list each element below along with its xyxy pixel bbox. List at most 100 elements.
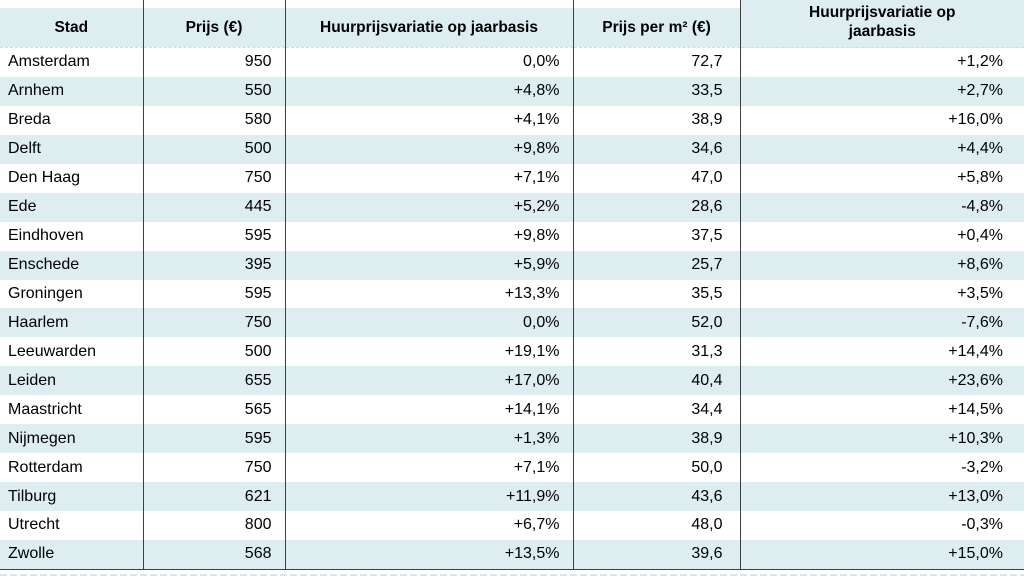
price-cell: 565 bbox=[143, 395, 286, 425]
table-row: Arnhem 550 +4,8% 33,5 +2,7% bbox=[0, 76, 1024, 106]
price-cell: 750 bbox=[143, 163, 286, 193]
price-per-m2-cell: 39,6 bbox=[573, 539, 741, 570]
city-cell: Tilburg bbox=[0, 482, 144, 511]
yearly-variation-2-cell: +14,5% bbox=[948, 400, 1003, 418]
column-header-prijs-per-m2: Prijs per m² (€) bbox=[573, 0, 741, 48]
table-row: Delft 500 +9,8% 34,6 +4,4% bbox=[0, 134, 1024, 164]
table-row: Utrecht 800 +6,7% 48,0 -0,3% bbox=[0, 511, 1024, 540]
yearly-variation-2-cell: +15,0% bbox=[740, 539, 1024, 570]
price-per-m2-cell: 35,5 bbox=[573, 279, 741, 309]
price-cell: 568 bbox=[143, 539, 286, 570]
yearly-variation-cell: +13,3% bbox=[285, 279, 574, 309]
city-cell: Nijmegen bbox=[0, 424, 144, 454]
yearly-variation-2-cell: +1,2% bbox=[957, 53, 1003, 71]
city-cell: Leiden bbox=[0, 366, 144, 396]
table-row: Eindhoven 595 +9,8% 37,5 +0,4% bbox=[0, 221, 1024, 251]
yearly-variation-2-cell: +8,6% bbox=[957, 256, 1003, 274]
yearly-variation-2-cell: +10,3% bbox=[948, 429, 1003, 447]
city-cell: Breda bbox=[0, 105, 144, 135]
table-row: Enschede 395 +5,9% 25,7 +8,6% bbox=[0, 250, 1024, 280]
table-row: Groningen 595 +13,3% 35,5 +3,5% bbox=[0, 279, 1024, 309]
yearly-variation-cell: +4,1% bbox=[285, 105, 574, 135]
table-row: Zwolle 568 +13,5% 39,6 +15,0% bbox=[0, 539, 1024, 570]
city-cell: Haarlem bbox=[0, 308, 144, 338]
yearly-variation-2-cell: -3,2% bbox=[961, 458, 1003, 476]
yearly-variation-cell: 0,0% bbox=[285, 47, 574, 77]
yearly-variation-cell: +6,7% bbox=[285, 511, 574, 540]
price-per-m2-cell: 25,7 bbox=[573, 250, 741, 280]
price-per-m2-cell: 31,3 bbox=[573, 337, 741, 367]
price-cell: 750 bbox=[143, 453, 286, 483]
price-per-m2-cell: 34,4 bbox=[573, 395, 741, 425]
bottom-strip bbox=[0, 573, 1024, 576]
table-header: Stad Prijs (€) Huurprijsvariatie op jaar… bbox=[0, 0, 1024, 48]
price-cell: 621 bbox=[143, 482, 286, 511]
price-cell: 445 bbox=[143, 192, 286, 222]
yearly-variation-2-cell: +5,8% bbox=[957, 169, 1003, 187]
price-cell: 800 bbox=[143, 511, 286, 540]
price-per-m2-cell: 34,6 bbox=[573, 134, 741, 164]
city-cell: Ede bbox=[0, 192, 144, 222]
price-cell: 595 bbox=[143, 279, 286, 309]
city-cell: Enschede bbox=[0, 250, 144, 280]
price-per-m2-cell: 50,0 bbox=[573, 453, 741, 483]
yearly-variation-cell: +1,3% bbox=[285, 424, 574, 454]
price-cell: 595 bbox=[143, 221, 286, 251]
table-row: Haarlem 750 0,0% 52,0 -7,6% bbox=[0, 308, 1024, 338]
price-per-m2-cell: 48,0 bbox=[573, 511, 741, 540]
city-cell: Rotterdam bbox=[0, 453, 144, 483]
yearly-variation-2-cell: +2,7% bbox=[957, 82, 1003, 100]
price-cell: 500 bbox=[143, 134, 286, 164]
table-row: Ede 445 +5,2% 28,6 -4,8% bbox=[0, 192, 1024, 222]
city-cell: Delft bbox=[0, 134, 144, 164]
table-row: Maastricht 565 +14,1% 34,4 +14,5% bbox=[0, 395, 1024, 425]
price-per-m2-cell: 43,6 bbox=[573, 482, 741, 511]
yearly-variation-cell: +5,2% bbox=[285, 192, 574, 222]
table-row: Leeuwarden 500 +19,1% 31,3 +14,4% bbox=[0, 337, 1024, 367]
yearly-variation-cell: +17,0% bbox=[285, 366, 574, 396]
price-cell: 550 bbox=[143, 76, 286, 106]
column-header-prijs: Prijs (€) bbox=[143, 0, 286, 48]
table-row: Breda 580 +4,1% 38,9 +16,0% bbox=[0, 105, 1024, 135]
price-cell: 750 bbox=[143, 308, 286, 338]
yearly-variation-2-cell: -0,3% bbox=[961, 516, 1003, 534]
yearly-variation-2-cell: -7,6% bbox=[961, 313, 1003, 331]
yearly-variation-cell: +19,1% bbox=[285, 337, 574, 367]
table-row: Leiden 655 +17,0% 40,4 +23,6% bbox=[0, 366, 1024, 396]
yearly-variation-2-cell: +23,6% bbox=[948, 371, 1003, 389]
city-cell: Eindhoven bbox=[0, 221, 144, 251]
table-row: Rotterdam 750 +7,1% 50,0 -3,2% bbox=[0, 453, 1024, 483]
yearly-variation-cell: +9,8% bbox=[285, 134, 574, 164]
header-row: Stad Prijs (€) Huurprijsvariatie op jaar… bbox=[0, 0, 1024, 48]
price-cell: 655 bbox=[143, 366, 286, 396]
column-header-huurprijsvariatie-2: Huurprijsvariatie op jaarbasis bbox=[740, 0, 1024, 48]
column-header-stad: Stad bbox=[0, 0, 144, 48]
yearly-variation-2-cell: -4,8% bbox=[961, 198, 1003, 216]
city-cell: Arnhem bbox=[0, 76, 144, 106]
price-per-m2-cell: 52,0 bbox=[573, 308, 741, 338]
yearly-variation-cell: +7,1% bbox=[285, 453, 574, 483]
yearly-variation-2-cell: +14,4% bbox=[948, 342, 1003, 360]
yearly-variation-cell: +4,8% bbox=[285, 76, 574, 106]
city-cell: Zwolle bbox=[0, 539, 144, 570]
price-cell: 595 bbox=[143, 424, 286, 454]
yearly-variation-2-cell: +16,0% bbox=[948, 111, 1003, 129]
yearly-variation-cell: +9,8% bbox=[285, 221, 574, 251]
city-cell: Den Haag bbox=[0, 163, 144, 193]
yearly-variation-cell: +13,5% bbox=[285, 539, 574, 570]
yearly-variation-2-cell: +0,4% bbox=[957, 227, 1003, 245]
yearly-variation-cell: +14,1% bbox=[285, 395, 574, 425]
yearly-variation-cell: 0,0% bbox=[285, 308, 574, 338]
dashed-divider bbox=[0, 573, 1024, 576]
city-cell: Amsterdam bbox=[0, 47, 144, 77]
price-cell: 950 bbox=[143, 47, 286, 77]
price-cell: 395 bbox=[143, 250, 286, 280]
city-cell: Groningen bbox=[0, 279, 144, 309]
price-cell: 580 bbox=[143, 105, 286, 135]
yearly-variation-cell: +11,9% bbox=[285, 482, 574, 511]
city-cell: Utrecht bbox=[0, 511, 144, 540]
yearly-variation-cell: +5,9% bbox=[285, 250, 574, 280]
table-body: Amsterdam 950 0,0% 72,7 +1,2% Arnhem 550… bbox=[0, 47, 1024, 570]
